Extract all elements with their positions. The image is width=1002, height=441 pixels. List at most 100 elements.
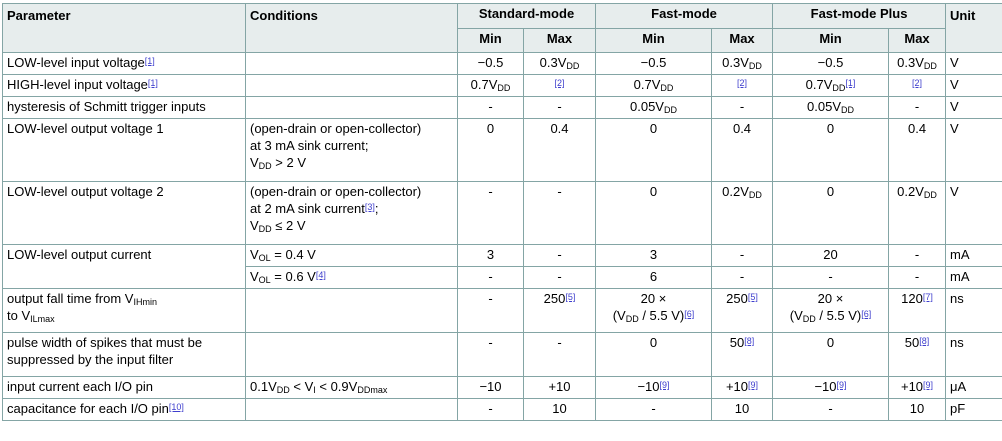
footnote-ref[interactable]: [2] (912, 78, 923, 88)
datasheet-page: Parameter Conditions Standard-mode Fast-… (2, 3, 1002, 421)
value-cell: 0.2VDD (888, 181, 947, 245)
conditions-cell (245, 74, 458, 97)
conditions-cell (245, 52, 458, 75)
value-cell: 50[8] (710, 332, 774, 377)
value-cell: - (710, 244, 774, 267)
footnote-ref[interactable]: [1] (144, 56, 155, 66)
subscript: DD (258, 223, 272, 234)
value-cell: [2] (888, 74, 947, 97)
value-cell: 0.3VDD (888, 52, 947, 75)
value-cell: 50[8] (888, 332, 947, 377)
value-cell: 250[5] (710, 288, 774, 333)
conditions-cell (245, 332, 458, 377)
footnote-ref[interactable]: [7] (922, 292, 933, 302)
footnote-ref[interactable]: [4] (315, 270, 326, 280)
footnote-ref[interactable]: [5] (565, 292, 576, 302)
unit-cell: μA (945, 376, 1002, 399)
value-cell: - (888, 96, 947, 119)
unit-cell: V (945, 96, 1002, 119)
value-cell: 0 (595, 332, 712, 377)
value-cell: 0 (595, 181, 712, 245)
value-cell: - (457, 288, 524, 333)
subscript: DD (748, 61, 762, 71)
value-cell: - (888, 244, 947, 267)
subscript: DD (841, 105, 854, 115)
value-cell: 20 × (VDD / 5.5 V)[6] (772, 288, 890, 333)
value-cell: - (523, 244, 596, 267)
footnote-ref[interactable]: [1] (845, 78, 856, 88)
value-cell: −10 (457, 376, 524, 399)
value-cell: - (523, 181, 596, 245)
header-group-fast-mode-plus: Fast-mode Plus (772, 3, 947, 29)
footnote-ref[interactable]: [3] (364, 201, 375, 212)
unit-cell: ns (945, 332, 1002, 377)
value-cell: - (523, 266, 596, 289)
unit-cell: ns (945, 288, 1002, 333)
table-row: input current each I/O pin 0.1VDD < VI < … (2, 376, 1002, 399)
value-cell: - (595, 398, 712, 421)
table-header: Parameter Conditions Standard-mode Fast-… (2, 3, 1002, 53)
footnote-ref[interactable]: [2] (554, 78, 565, 88)
parameter-cell: input current each I/O pin (2, 376, 246, 399)
parameter-cell: LOW-level output voltage 2 (2, 181, 246, 245)
value-cell: - (888, 266, 947, 289)
value-cell: 120[7] (888, 288, 947, 333)
value-cell: 0.7VDD (595, 74, 712, 97)
value-cell: 250[5] (523, 288, 596, 333)
value-cell: 0.2VDD (710, 181, 774, 245)
header-fast-min: Min (595, 28, 712, 53)
parameter-cell: capacitance for each I/O pin[10] (2, 398, 246, 421)
header-group-fast-mode: Fast-mode (594, 3, 774, 29)
parameter-cell: pulse width of spikes that must be suppre… (2, 332, 246, 377)
value-cell: [2] (523, 74, 596, 97)
parameter-cell: LOW-level output current (2, 244, 246, 289)
parameter-cell: hysteresis of Schmitt trigger inputs (2, 96, 246, 119)
value-cell: 0.7VDD[1] (772, 74, 890, 97)
value-cell: +10[9] (888, 376, 947, 399)
value-cell: 0.05VDD (772, 96, 890, 119)
header-unit: Unit (945, 3, 1002, 53)
subscript: DD (625, 313, 639, 324)
parameter-cell: output fall time from VIHmin to VILmax (2, 288, 246, 333)
subscript: ILmax (30, 313, 55, 324)
header-conditions: Conditions (245, 3, 458, 53)
table-row: VOL = 0.6 V[4] - -6- - - mA (3, 266, 1002, 289)
footnote-ref[interactable]: [6] (684, 308, 695, 319)
footnote-ref[interactable]: [9] (923, 380, 934, 390)
conditions-cell (245, 398, 458, 421)
footnote-ref[interactable]: [5] (747, 292, 758, 302)
footnote-ref[interactable]: [9] (659, 380, 670, 390)
value-cell: −10[9] (772, 376, 890, 399)
footnote-ref[interactable]: [8] (744, 336, 755, 346)
value-cell: [2] (710, 74, 774, 97)
subscript: DDmax (357, 385, 388, 395)
value-cell: 0.4 (888, 118, 947, 182)
footnote-ref[interactable]: [1] (147, 78, 158, 88)
value-cell: 0 (457, 118, 524, 182)
unit-cell: mA (945, 244, 1002, 267)
footnote-ref[interactable]: [9] (836, 380, 847, 390)
unit-cell: V (945, 118, 1002, 182)
unit-cell: pF (945, 398, 1002, 421)
value-cell: 0.3VDD (523, 52, 596, 75)
footnote-ref[interactable]: [10] (168, 402, 184, 412)
value-cell: +10 (523, 376, 596, 399)
unit-cell: mA (945, 266, 1002, 289)
footnote-ref[interactable]: [9] (748, 380, 759, 390)
value-cell: 20 (772, 244, 890, 267)
table-row: LOW-level output voltage 1 (open-drain or… (2, 118, 1002, 182)
conditions-cell (245, 96, 458, 119)
value-cell: 10 (523, 398, 596, 421)
value-cell: 0 (772, 181, 890, 245)
subscript: OL (258, 275, 271, 285)
header-parameter: Parameter (2, 3, 246, 53)
footnote-ref[interactable]: [2] (737, 78, 748, 88)
value-cell: −10[9] (595, 376, 712, 399)
unit-cell: V (945, 181, 1002, 245)
parameter-cell: HIGH-level input voltage[1] (2, 74, 246, 97)
footnote-ref[interactable]: [8] (919, 336, 930, 346)
value-cell: −0.5 (457, 52, 524, 75)
footnote-ref[interactable]: [6] (861, 308, 872, 319)
subscript: DD (663, 105, 677, 115)
